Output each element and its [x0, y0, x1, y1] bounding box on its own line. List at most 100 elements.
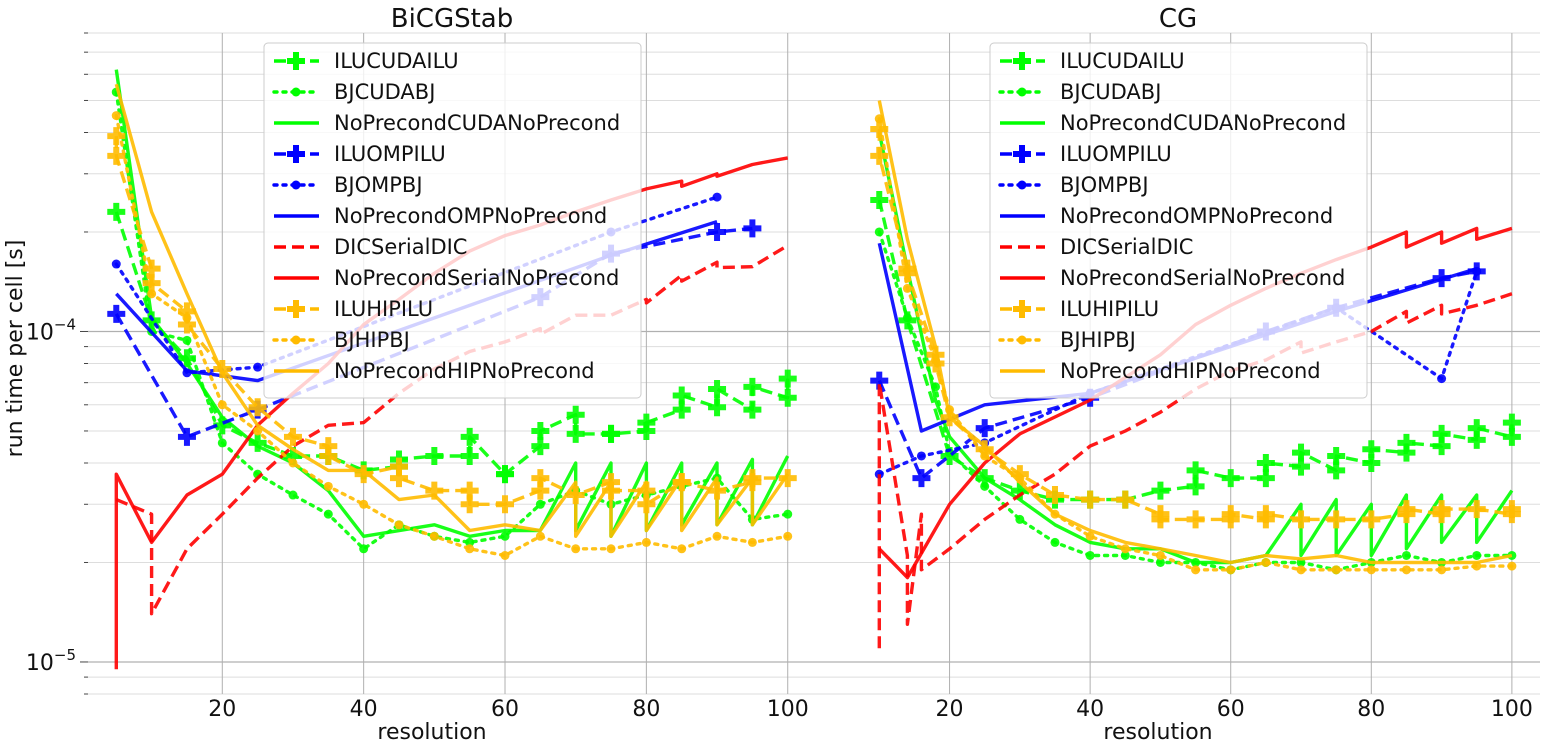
data-point	[1256, 505, 1275, 524]
data-point	[637, 413, 656, 432]
data-point	[1221, 505, 1240, 524]
data-point	[1186, 461, 1205, 480]
data-point	[874, 227, 884, 237]
series-NoPrecondCUDANoPrecond	[877, 132, 1514, 565]
data-point	[465, 537, 475, 547]
data-point	[1256, 453, 1275, 472]
legend-label: BJCUDABJ	[1060, 80, 1161, 104]
legend: ILUCUDAILU BJCUDABJ NoPrecondCUDANoPrecond…	[989, 42, 1368, 399]
data-point	[1327, 510, 1346, 529]
legend-marker	[1013, 52, 1031, 70]
panel-0: 20 40 60 80 100 resolution BiCGStab 10−5 10−4run…	[3, 4, 816, 745]
x-tick-label: 20	[936, 697, 964, 722]
data-point	[1437, 374, 1447, 384]
data-point	[1081, 490, 1100, 509]
data-point	[283, 427, 302, 446]
legend-label: NoPrecondSerialNoPrecond	[334, 266, 619, 290]
data-point	[1155, 550, 1165, 560]
data-point	[111, 259, 121, 269]
data-point	[712, 531, 722, 541]
data-point	[389, 469, 408, 488]
data-point	[107, 202, 126, 221]
data-point	[980, 451, 990, 461]
data-point	[1155, 557, 1165, 567]
data-point	[460, 446, 479, 465]
data-point	[743, 400, 762, 419]
legend-label: NoPrecondOMPNoPrecond	[334, 204, 607, 228]
series-line	[114, 113, 790, 558]
data-point	[980, 481, 990, 491]
series-line	[114, 90, 790, 551]
data-point	[1292, 510, 1311, 529]
data-point	[394, 520, 404, 530]
legend-entry: NoPrecondHIPNoPrecond	[1000, 359, 1321, 383]
legend-entry: BJCUDABJ	[998, 80, 1161, 104]
legend-entry: ILUCUDAILU	[1000, 49, 1185, 73]
legend-entry: NoPrecondCUDANoPrecond	[1000, 111, 1346, 135]
data-point	[641, 537, 651, 547]
y-axis-label: run time per cell [s]	[3, 240, 28, 458]
data-point	[288, 490, 298, 500]
data-point	[142, 274, 161, 293]
legend-marker	[1017, 335, 1027, 345]
data-point	[1116, 490, 1135, 509]
data-point	[182, 313, 192, 323]
y-tick-label: 10−4	[26, 315, 76, 345]
data-point	[531, 469, 550, 488]
x-axis-label: resolution	[1103, 720, 1212, 743]
data-point	[1186, 510, 1205, 529]
x-tick-labels: 20 40 60 80 100	[936, 697, 1533, 722]
data-point	[217, 400, 227, 410]
series-line	[877, 100, 1513, 565]
legend-entry: NoPrecondSerialNoPrecond	[274, 266, 619, 290]
series-line	[115, 219, 718, 383]
legend-entry: NoPrecondCUDANoPrecond	[274, 111, 620, 135]
data-point	[1467, 419, 1486, 438]
series-NoPrecondHIPNoPrecond	[114, 83, 790, 538]
data-point	[177, 427, 196, 446]
data-point	[1191, 565, 1201, 575]
data-point	[1507, 561, 1517, 571]
data-point	[1401, 565, 1411, 575]
data-point	[500, 531, 510, 541]
data-point	[1292, 443, 1311, 462]
legend-entry: DICSerialDIC	[274, 235, 467, 259]
chart-title: BiCGStab	[391, 4, 514, 34]
data-point	[1502, 500, 1521, 519]
data-point	[902, 313, 912, 323]
legend-entry: ILUOMPILU	[274, 142, 446, 166]
data-point	[253, 362, 263, 372]
data-point	[1151, 510, 1170, 529]
data-point	[1120, 550, 1130, 560]
data-point	[500, 550, 510, 560]
legend-label: DICSerialDIC	[1060, 235, 1193, 259]
legend-label: BJHIPBJ	[1060, 328, 1136, 352]
data-point	[870, 190, 889, 209]
data-point	[1366, 565, 1376, 575]
data-point	[248, 398, 267, 417]
legend-entry: NoPrecondSerialNoPrecond	[1000, 266, 1345, 290]
data-point	[107, 304, 126, 323]
data-point	[1432, 500, 1451, 519]
legend-entry: BJHIPBJ	[998, 328, 1136, 352]
data-point	[743, 377, 762, 396]
data-point	[747, 537, 757, 547]
data-point	[1045, 486, 1064, 505]
legend-marker	[1013, 145, 1031, 163]
legend-entry: DICSerialDIC	[1000, 235, 1193, 259]
data-point	[147, 289, 157, 299]
data-point	[708, 379, 727, 398]
data-point	[778, 369, 797, 388]
legend-label: NoPrecondSerialNoPrecond	[1060, 266, 1345, 290]
data-point	[1050, 537, 1060, 547]
x-tick-label: 40	[350, 697, 378, 722]
legend-entry: ILUOMPILU	[1000, 142, 1172, 166]
y-tick-label: 10−5	[26, 646, 76, 676]
legend-marker	[1017, 87, 1027, 97]
data-point	[288, 458, 298, 468]
data-point	[1085, 550, 1095, 560]
series-line	[877, 117, 1514, 572]
series-NoPrecondHIPNoPrecond	[877, 100, 1513, 565]
